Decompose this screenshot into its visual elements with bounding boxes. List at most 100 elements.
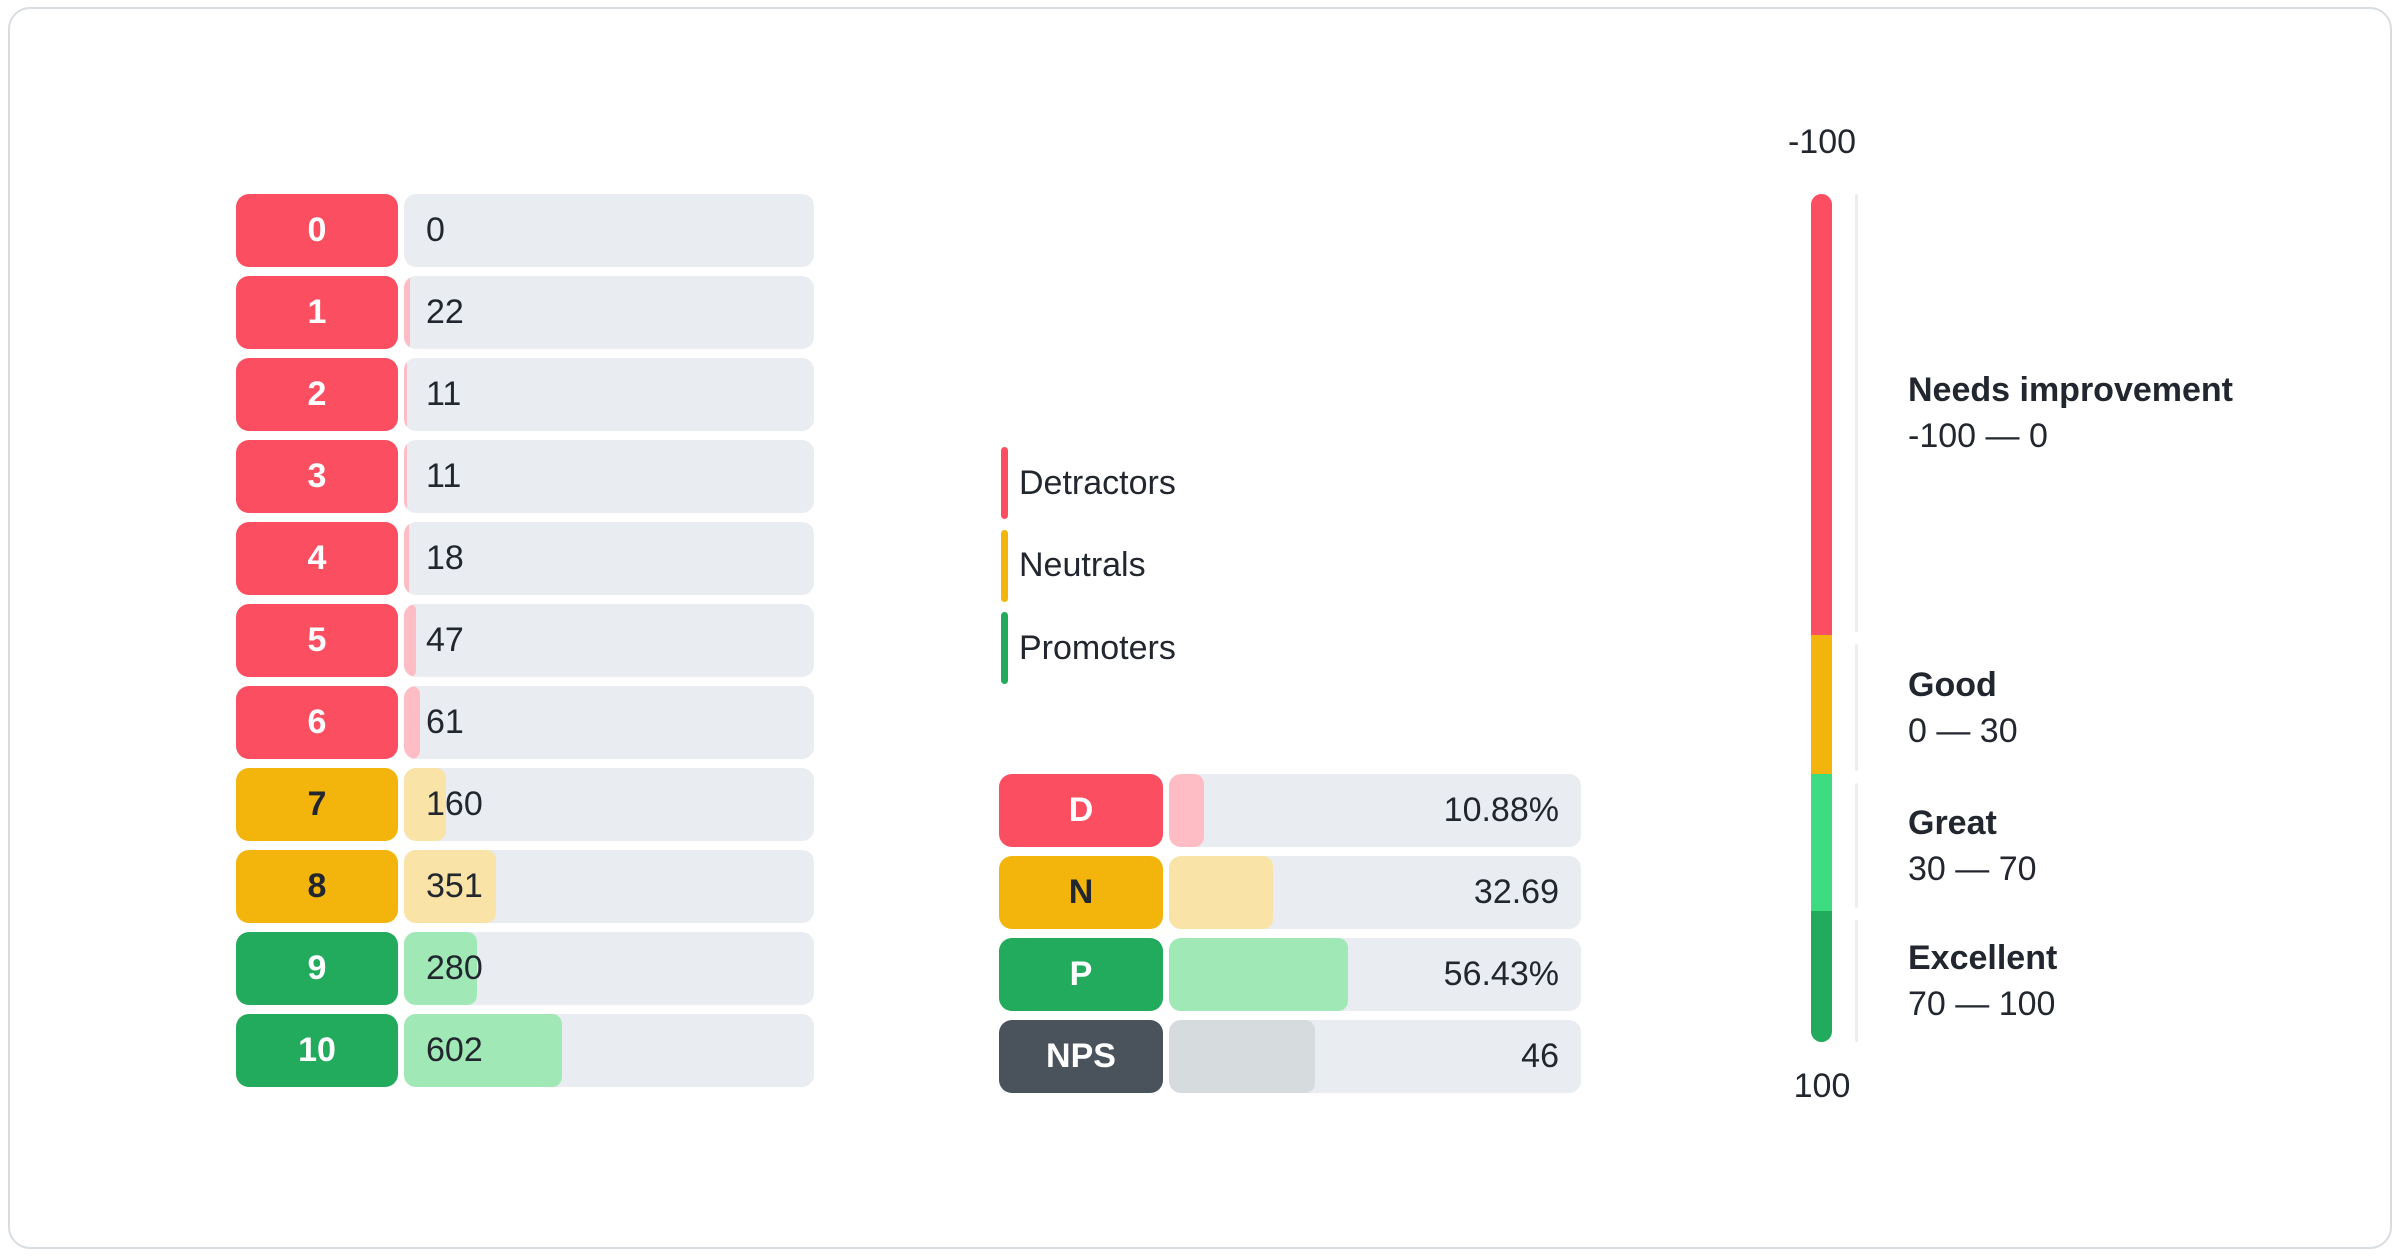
- gauge-scale-bar: [1811, 194, 1832, 1042]
- score-badge: 10: [236, 1014, 398, 1087]
- score-count: 280: [426, 949, 483, 987]
- summary-bar-fill: [1169, 856, 1273, 929]
- gauge-separator-line: [1855, 783, 1858, 909]
- score-count: 47: [426, 621, 464, 659]
- score-row-5: 5 47: [236, 604, 814, 677]
- score-bar-fill: [404, 604, 417, 677]
- summary-badge: N: [999, 856, 1163, 929]
- gauge-band-title: Needs improvement: [1908, 371, 2233, 410]
- score-badge: 6: [236, 686, 398, 759]
- score-row-7: 7 160: [236, 768, 814, 841]
- gauge-band-title: Great: [1908, 803, 1997, 842]
- score-bar-fill: [404, 440, 407, 513]
- score-bar-fill: [404, 932, 478, 1005]
- gauge-bottom-tick: 100: [1793, 1067, 1851, 1105]
- summary-bar-fill: [1169, 1020, 1315, 1093]
- legend-item-detractors[interactable]: Detractors: [1001, 447, 1321, 519]
- summary-row-p: P 56.43%: [999, 938, 1581, 1011]
- score-badge: 0: [236, 194, 398, 267]
- score-badge: 9: [236, 932, 398, 1005]
- score-row-4: 4 18: [236, 522, 814, 595]
- score-count: 22: [426, 293, 464, 331]
- summary-row-nps: NPS 46: [999, 1020, 1581, 1093]
- score-track: 22: [404, 276, 814, 349]
- score-bar-fill: [404, 522, 409, 595]
- score-count: 18: [426, 539, 464, 577]
- score-badge: 3: [236, 440, 398, 513]
- gauge-band-label-block: Needs improvement -100 — 0: [1908, 367, 2328, 459]
- summary-badge: P: [999, 938, 1163, 1011]
- nps-gauge: -100 100 Needs improvement -100 — 0 Good 0 …: [10, 9, 2394, 1251]
- summary-value: 32.69: [1473, 873, 1559, 911]
- legend-label: Neutrals: [1019, 546, 1146, 584]
- summary-track: 46: [1169, 1020, 1581, 1093]
- gauge-separator-line: [1855, 194, 1858, 633]
- gauge-separator-line: [1855, 920, 1858, 1042]
- gauge-segment-yellow: [1811, 635, 1832, 775]
- score-distribution-chart: 0 0 1 22 2 11 3 11 4 18 5 47 6 61 7 160 8 351 9 280 10 602: [236, 194, 814, 1089]
- summary-badge: D: [999, 774, 1163, 847]
- score-bar-fill: [404, 686, 420, 759]
- gauge-segment-green_bright: [1811, 774, 1832, 912]
- gauge-band-range: -100 — 0: [1908, 417, 2048, 456]
- score-track: 0: [404, 194, 814, 267]
- score-badge: 1: [236, 276, 398, 349]
- score-bar-fill: [404, 1014, 562, 1087]
- gauge-band-range: 30 — 70: [1908, 849, 2037, 888]
- legend-item-neutrals[interactable]: Neutrals: [1001, 529, 1321, 602]
- score-badge: 4: [236, 522, 398, 595]
- dashboard-card: 0 0 1 22 2 11 3 11 4 18 5 47 6 61 7 160 8 351 9 280 10 602 De…: [8, 7, 2392, 1249]
- score-track: 351: [404, 850, 814, 923]
- score-count: 11: [426, 375, 462, 413]
- legend: Detractors Neutrals Promoters: [1001, 447, 1321, 684]
- score-track: 11: [404, 440, 814, 513]
- legend-label: Promoters: [1019, 628, 1176, 667]
- score-bar-fill: [404, 850, 497, 923]
- gauge-top-tick: -100: [1787, 123, 1857, 161]
- score-count: 11: [426, 457, 462, 495]
- score-bar-fill: [404, 276, 410, 349]
- gauge-segment-red: [1811, 194, 1832, 636]
- score-badge: 8: [236, 850, 398, 923]
- summary-bar-fill: [1169, 938, 1348, 1011]
- score-track: 11: [404, 358, 814, 431]
- legend-swatch-icon: [1001, 447, 1008, 519]
- legend-swatch-icon: [1001, 529, 1008, 602]
- legend-label: Detractors: [1019, 463, 1176, 502]
- summary-row-n: N 32.69: [999, 856, 1581, 929]
- score-track: 18: [404, 522, 814, 595]
- legend-item-promoters[interactable]: Promoters: [1001, 612, 1321, 684]
- summary-value: 46: [1521, 1037, 1559, 1075]
- summary-track: 32.69: [1169, 856, 1581, 929]
- score-row-9: 9 280: [236, 932, 814, 1005]
- score-row-2: 2 11: [236, 358, 814, 431]
- score-row-10: 10 602: [236, 1014, 814, 1087]
- score-track: 47: [404, 604, 814, 677]
- score-badge: 2: [236, 358, 398, 431]
- gauge-separator-line: [1855, 644, 1858, 772]
- gauge-band-label-block: Excellent 70 — 100: [1908, 935, 2328, 1027]
- summary-track: 56.43%: [1169, 938, 1581, 1011]
- summary-badge: NPS: [999, 1020, 1163, 1093]
- gauge-band-title: Excellent: [1908, 939, 2058, 978]
- score-count: 0: [426, 211, 445, 249]
- gauge-band-range: 0 — 30: [1908, 711, 2018, 750]
- score-badge: 5: [236, 604, 398, 677]
- gauge-band-title: Good: [1908, 665, 1997, 704]
- score-count: 61: [426, 703, 464, 741]
- score-count: 351: [426, 867, 483, 905]
- summary-row-d: D 10.88%: [999, 774, 1581, 847]
- score-row-1: 1 22: [236, 276, 814, 349]
- score-track: 602: [404, 1014, 814, 1087]
- score-count: 602: [426, 1031, 483, 1069]
- score-bar-fill: [404, 768, 446, 841]
- gauge-segment-green: [1811, 911, 1832, 1042]
- gauge-band-label-block: Good 0 — 30: [1908, 662, 2328, 754]
- score-row-8: 8 351: [236, 850, 814, 923]
- score-count: 160: [426, 785, 483, 823]
- score-bar-fill: [404, 358, 407, 431]
- summary-bar-fill: [1169, 774, 1204, 847]
- summary-track: 10.88%: [1169, 774, 1581, 847]
